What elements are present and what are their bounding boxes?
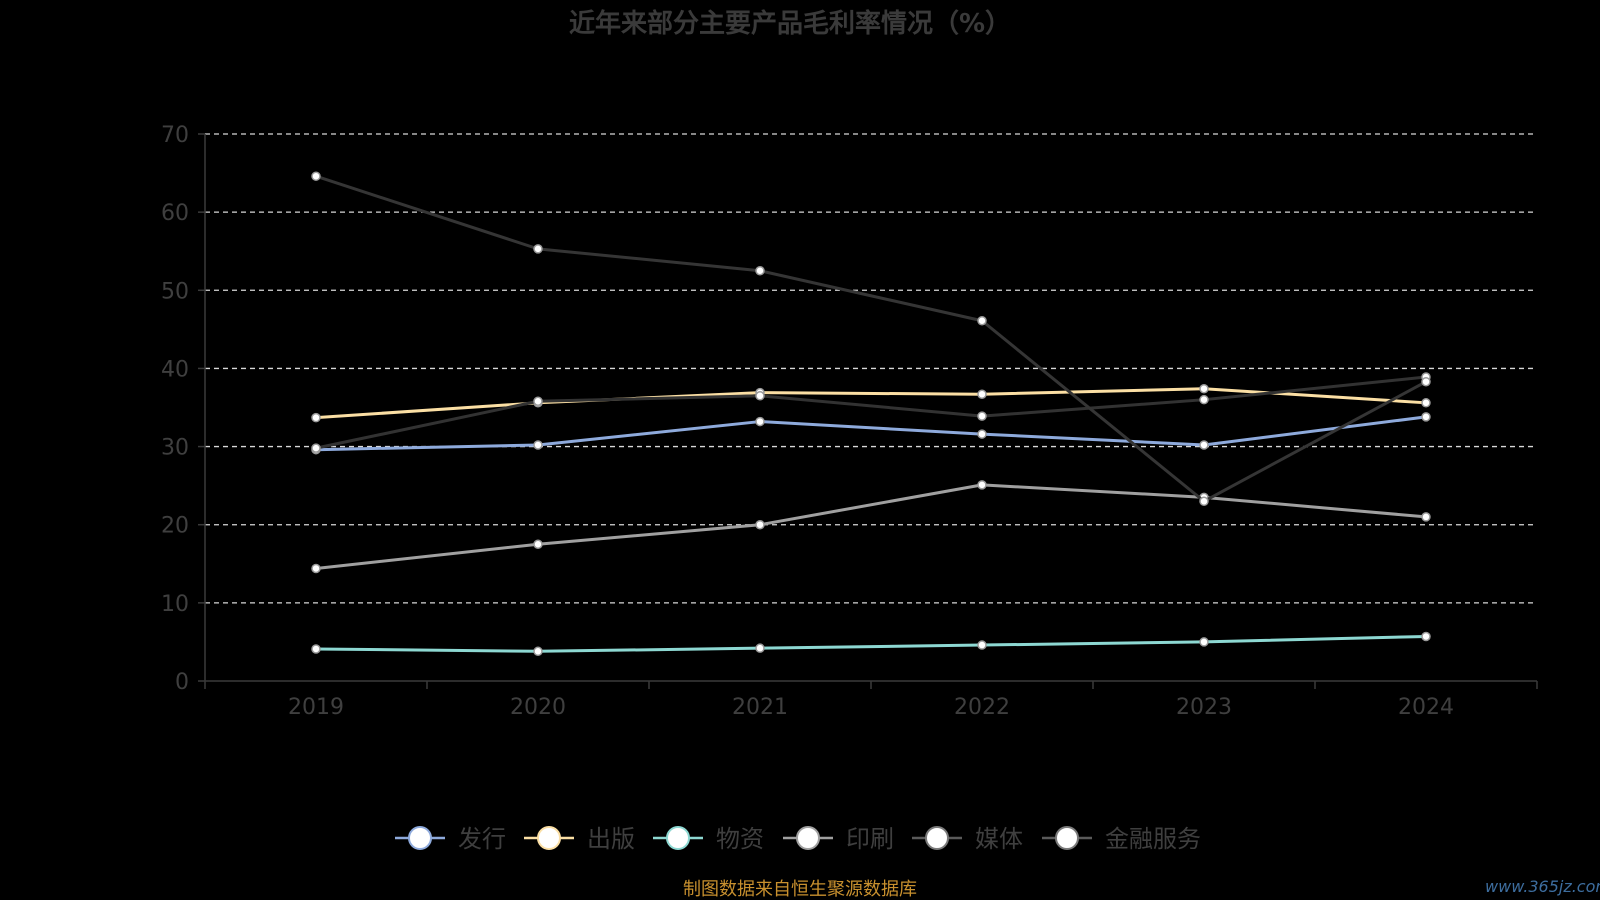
series-5 <box>311 372 1431 453</box>
series-line <box>315 387 1427 420</box>
data-point <box>755 519 765 530</box>
data-point <box>755 416 765 427</box>
watermark: www.365jz.com <box>1485 877 1600 896</box>
data-point <box>311 412 321 423</box>
legend: 发行 出版 物资 印刷 媒体 金融服务 <box>395 825 1201 853</box>
x-tick-label: 2021 <box>732 695 788 720</box>
x-axis-ticks: 2019 2020 2021 2022 2023 2024 <box>288 695 1454 720</box>
y-tick-label: 70 <box>161 123 189 148</box>
data-point <box>1421 412 1431 422</box>
chart-title: 近年来部分主要产品毛利率情况（%） <box>569 8 1011 39</box>
legend-item: 金融服务 <box>1042 825 1201 853</box>
legend-label: 发行 <box>458 825 506 853</box>
series-3 <box>311 631 1431 657</box>
data-point <box>977 411 987 421</box>
data-point <box>1199 440 1209 450</box>
data-point <box>311 171 321 181</box>
legend-label: 物资 <box>716 825 764 853</box>
legend-marker <box>796 826 820 850</box>
data-point <box>311 563 321 574</box>
data-point <box>533 440 543 450</box>
data-point <box>755 643 765 653</box>
y-tick-label: 0 <box>175 670 189 695</box>
y-tick-label: 30 <box>161 436 189 461</box>
x-tick-label: 2023 <box>1176 695 1232 720</box>
data-point <box>1421 376 1431 387</box>
data-point <box>533 539 543 549</box>
data-point <box>977 480 987 490</box>
y-tick-label: 60 <box>161 201 189 226</box>
y-tick-label: 50 <box>161 279 189 304</box>
y-tick-label: 20 <box>161 514 189 539</box>
x-tick-label: 2019 <box>288 695 344 720</box>
data-point <box>311 443 321 453</box>
legend-item: 物资 <box>653 825 764 853</box>
data-point <box>1421 631 1431 642</box>
legend-marker <box>666 826 690 850</box>
legend-item: 媒体 <box>912 825 1023 853</box>
data-point <box>977 389 987 399</box>
data-point <box>1199 383 1209 394</box>
data-point <box>1199 637 1209 647</box>
series-line <box>315 483 1427 570</box>
legend-label: 媒体 <box>975 825 1023 853</box>
legend-label: 金融服务 <box>1105 825 1201 853</box>
legend-item: 出版 <box>524 825 635 853</box>
data-point <box>1199 394 1209 405</box>
data-point <box>755 391 765 401</box>
series-2 <box>311 383 1431 423</box>
data-point <box>977 429 987 439</box>
series-group <box>311 171 1431 657</box>
series-line <box>315 634 1427 653</box>
data-point <box>1421 398 1431 408</box>
series-4 <box>311 480 1431 574</box>
series-line <box>315 415 1427 452</box>
grid-lines <box>205 133 1537 604</box>
data-point <box>977 640 987 650</box>
legend-marker <box>537 826 561 850</box>
data-point <box>1199 496 1209 507</box>
legend-marker <box>408 826 432 850</box>
series-6 <box>311 171 1431 507</box>
legend-marker <box>1055 826 1079 850</box>
x-tick-label: 2020 <box>510 695 566 720</box>
data-point <box>533 396 543 406</box>
data-point <box>755 266 765 276</box>
legend-item: 发行 <box>395 825 506 853</box>
legend-label: 出版 <box>587 825 635 853</box>
series-1 <box>311 412 1431 455</box>
data-point <box>977 316 987 326</box>
data-point <box>1421 512 1431 522</box>
axes <box>198 133 1538 689</box>
series-line <box>315 174 1427 503</box>
data-point <box>533 646 543 657</box>
legend-marker <box>925 826 949 850</box>
y-tick-label: 10 <box>161 592 189 617</box>
data-point <box>533 244 543 254</box>
source-note: 制图数据来自恒生聚源数据库 <box>683 879 917 900</box>
series-line <box>315 375 1427 450</box>
legend-label: 印刷 <box>846 825 894 853</box>
y-tick-label: 40 <box>161 357 189 382</box>
x-tick-label: 2024 <box>1398 695 1454 720</box>
data-point <box>311 644 321 654</box>
legend-item: 印刷 <box>783 825 894 853</box>
y-axis-ticks: 0 10 20 30 40 50 60 70 <box>161 123 189 695</box>
x-tick-label: 2022 <box>954 695 1010 720</box>
